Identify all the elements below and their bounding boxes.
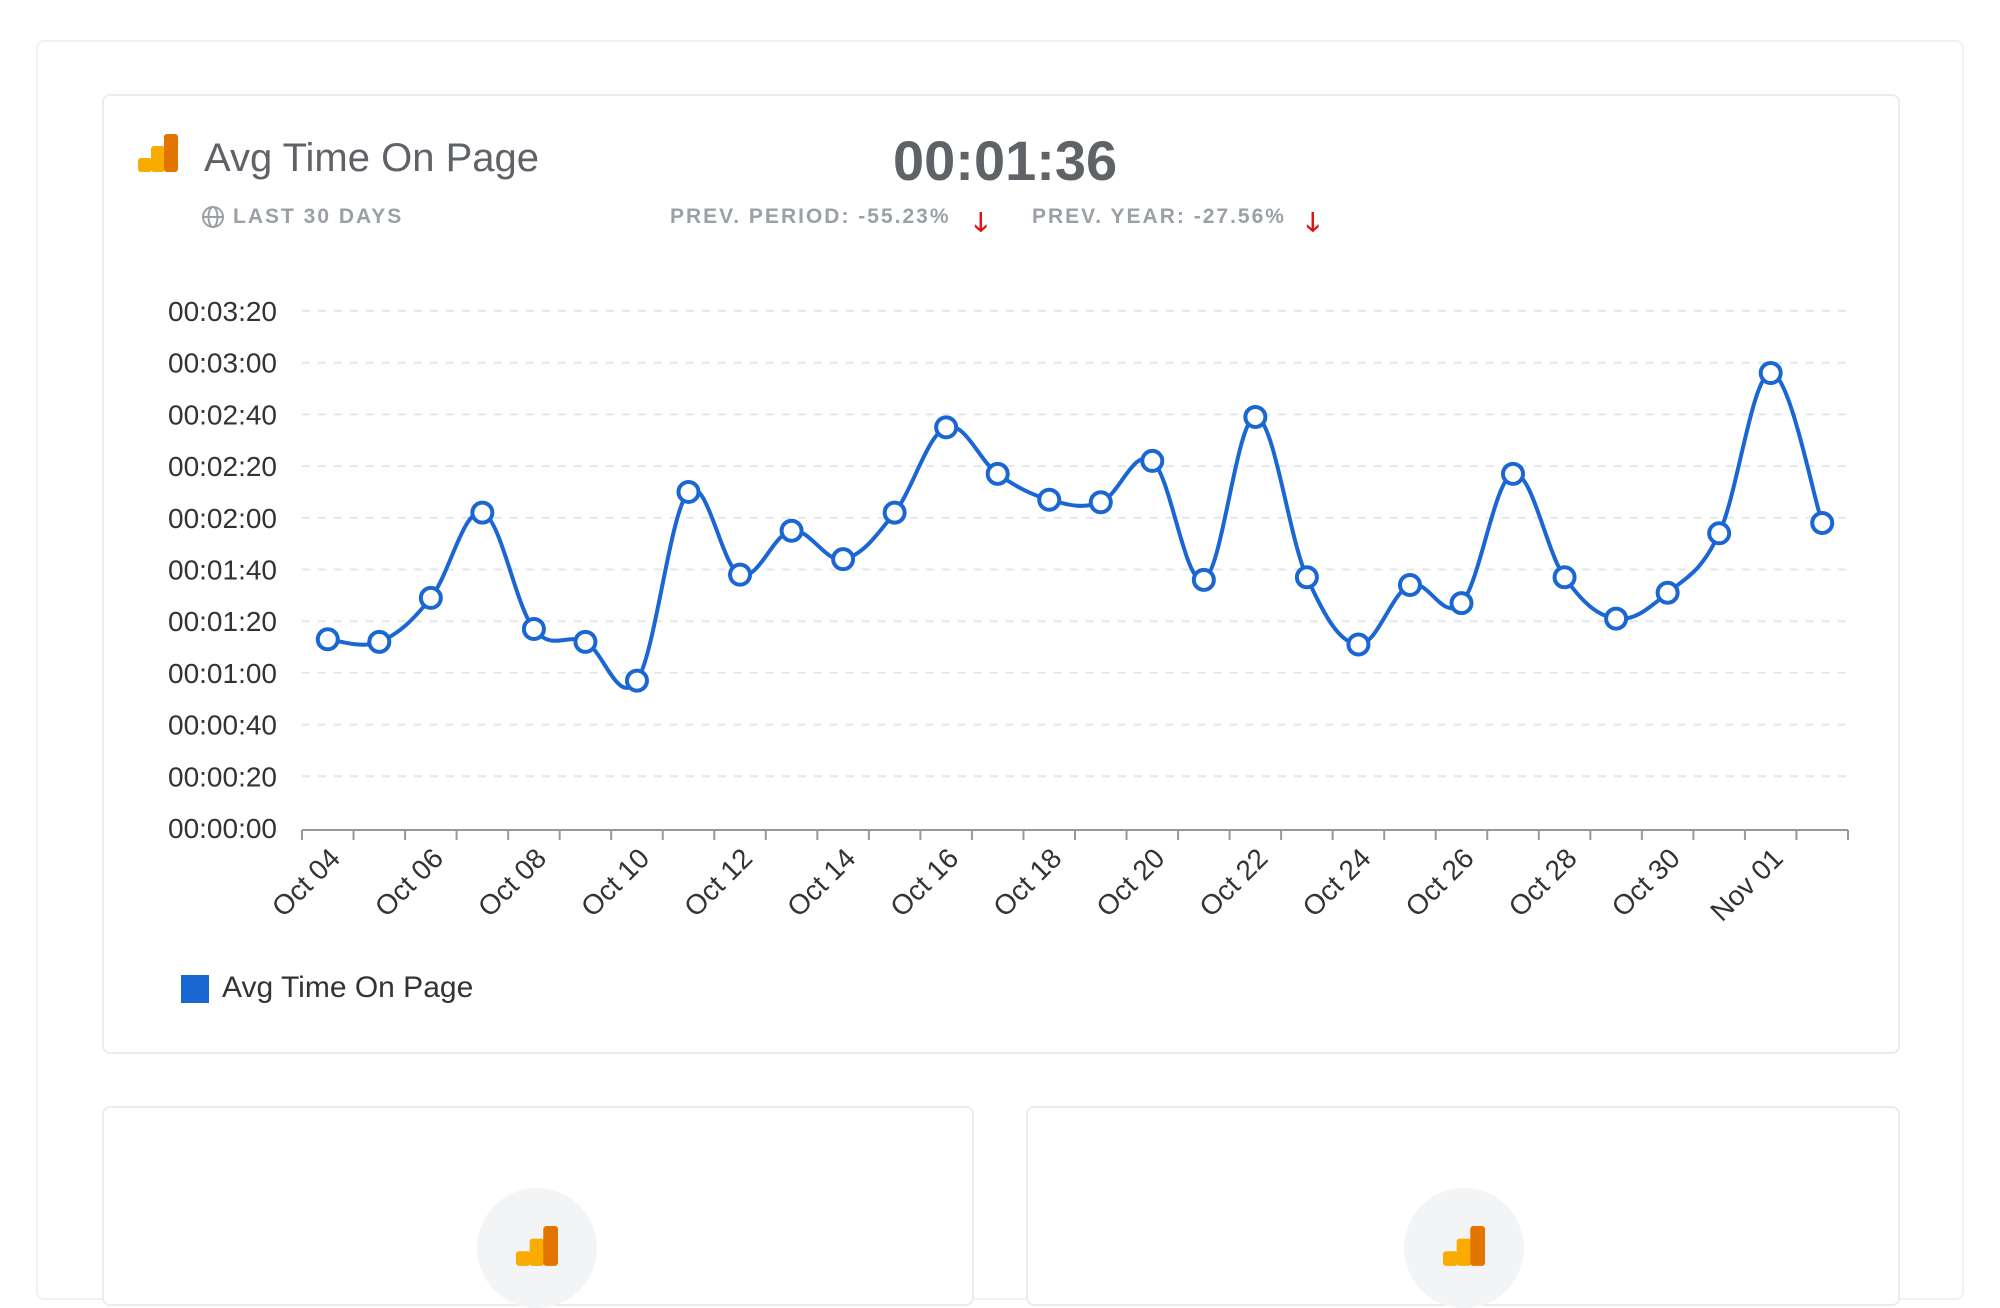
down-arrow-icon: 🡓 — [1306, 207, 1320, 237]
data-point[interactable] — [882, 500, 907, 525]
date-range-label: LAST 30 DAYS — [233, 205, 404, 228]
data-point[interactable] — [624, 668, 649, 693]
data-point[interactable] — [1810, 510, 1835, 535]
y-tick-label: 00:00:00 — [168, 813, 277, 844]
x-tick-label: Oct 16 — [884, 842, 964, 922]
google-analytics-icon — [138, 134, 178, 172]
line-chart: 00:00:00 00:00:20 00:00:40 00:01:00 00:01:20… — [168, 296, 1849, 927]
y-tick-label: 00:00:40 — [168, 710, 277, 741]
data-point[interactable] — [1037, 487, 1062, 512]
x-tick-label: Oct 30 — [1606, 842, 1686, 922]
y-tick-label: 00:01:20 — [168, 606, 277, 637]
legend-label[interactable]: Avg Time On Page — [222, 971, 474, 1004]
data-point[interactable] — [1294, 565, 1319, 590]
x-tick-label: Oct 22 — [1193, 842, 1273, 922]
y-tick-label: 00:01:00 — [168, 658, 277, 689]
data-point[interactable] — [315, 627, 340, 652]
x-tick-label: Oct 04 — [266, 842, 346, 922]
y-tick-label: 00:02:40 — [168, 399, 277, 430]
data-point[interactable] — [1449, 591, 1474, 616]
metric-value: 00:01:36 — [893, 129, 1118, 192]
data-point[interactable] — [1501, 461, 1526, 486]
y-tick-label: 00:02:20 — [168, 451, 277, 482]
data-point[interactable] — [985, 461, 1010, 486]
y-tick-label: 00:02:00 — [168, 503, 277, 534]
data-point[interactable] — [1088, 490, 1113, 515]
prev-year-label: PREV. YEAR: -27.56% — [1032, 205, 1286, 228]
google-analytics-icon — [516, 1226, 558, 1266]
data-point[interactable] — [470, 500, 495, 525]
y-tick-label: 00:03:00 — [168, 348, 277, 379]
google-analytics-icon — [1443, 1226, 1485, 1266]
data-point[interactable] — [676, 479, 701, 504]
x-tick-label: Oct 14 — [781, 842, 861, 922]
x-tick-label: Oct 28 — [1503, 842, 1583, 922]
x-tick-label: Oct 06 — [369, 842, 449, 922]
x-tick-label: Oct 08 — [472, 842, 552, 922]
card-title: Avg Time On Page — [204, 136, 539, 180]
globe-icon — [202, 206, 224, 228]
data-point[interactable] — [1243, 404, 1268, 429]
x-tick-label: Oct 24 — [1296, 842, 1376, 922]
down-arrow-icon: 🡓 — [974, 207, 988, 237]
data-point[interactable] — [521, 616, 546, 641]
x-tick-label: Oct 20 — [1090, 842, 1170, 922]
data-point[interactable] — [1191, 567, 1216, 592]
data-point[interactable] — [934, 415, 959, 440]
data-point[interactable] — [418, 585, 443, 610]
data-point[interactable] — [1346, 632, 1371, 657]
data-point[interactable] — [728, 562, 753, 587]
prev-period-label: PREV. PERIOD: -55.23% — [670, 205, 951, 228]
data-point[interactable] — [573, 629, 598, 654]
data-point[interactable] — [367, 629, 392, 654]
x-tick-label: Oct 18 — [987, 842, 1067, 922]
x-tick-label: Oct 12 — [678, 842, 758, 922]
y-tick-label: 00:03:20 — [168, 296, 277, 327]
series-line — [327, 371, 1825, 690]
data-point[interactable] — [1140, 448, 1165, 473]
data-point[interactable] — [1552, 565, 1577, 590]
data-point[interactable] — [831, 547, 856, 572]
x-tick-label: Oct 10 — [575, 842, 655, 922]
data-point[interactable] — [779, 518, 804, 543]
x-tick-label: Nov 01 — [1704, 842, 1789, 927]
y-tick-label: 00:00:20 — [168, 761, 277, 792]
data-point[interactable] — [1707, 521, 1732, 546]
data-point[interactable] — [1604, 606, 1629, 631]
metric-card — [102, 94, 1900, 1054]
legend-swatch[interactable] — [181, 975, 209, 1003]
data-point[interactable] — [1655, 580, 1680, 605]
data-point[interactable] — [1397, 573, 1422, 598]
data-point[interactable] — [1758, 361, 1783, 386]
y-tick-label: 00:01:40 — [168, 555, 277, 586]
x-tick-label: Oct 26 — [1399, 842, 1479, 922]
